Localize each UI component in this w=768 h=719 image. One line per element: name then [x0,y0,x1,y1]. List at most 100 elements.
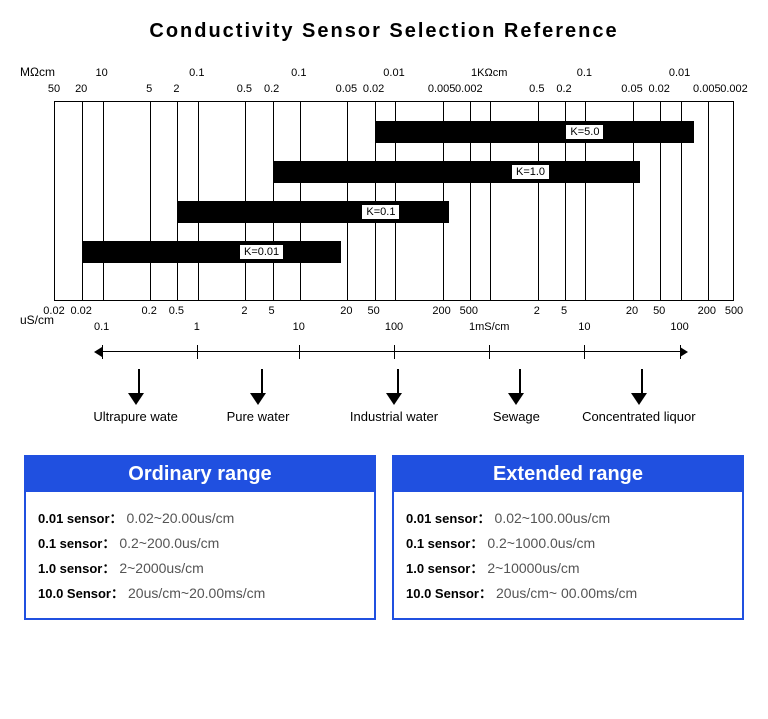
row-key: 0.1 sensor： [38,533,115,552]
axis-top-major: 100.10.10.011KΩcm0.10.01 [54,67,734,81]
row-key: 1.0 sensor： [406,558,483,577]
category-span-line [102,351,680,352]
range-bar: K=0.01 [82,241,340,263]
axis-tick-label: 20 [626,305,638,317]
page-title: Conductivity Sensor Selection Reference [18,20,750,43]
range-tables: Ordinary range 0.01 sensor：0.02~20.00us/… [24,455,744,620]
axis-tick-label: 200 [698,305,716,317]
gridline [82,102,83,300]
axis-tick-label: 2 [241,305,247,317]
table-row: 0.01 sensor：0.02~100.00us/cm [406,508,730,527]
axis-bottom-minor: 0.020.020.20.5252050200500252050200500 [54,305,734,319]
row-value: 2~10000us/cm [487,560,579,576]
row-value: 0.2~1000.0us/cm [487,535,595,551]
bottom-unit-label: uS/cm [20,313,54,327]
ordinary-range-table: Ordinary range 0.01 sensor：0.02~20.00us/… [24,455,376,620]
ordinary-range-body: 0.01 sensor：0.02~20.00us/cm0.1 sensor：0.… [26,492,374,618]
axis-tick-label: 2 [173,83,179,95]
axis-tick-label: 0.1 [291,67,306,79]
row-key: 0.01 sensor： [38,508,123,527]
row-value: 2~2000us/cm [119,560,203,576]
gridline [150,102,151,300]
category-tick [584,345,585,359]
axis-tick-label: 0.1 [189,67,204,79]
category-tick [489,345,490,359]
category-arrow [393,369,402,405]
row-value: 20us/cm~20.00ms/cm [128,585,265,601]
axis-tick-label: 20 [340,305,352,317]
category-arrow [257,369,266,405]
axis-tick-label: 0.2 [264,83,279,95]
category-label: Industrial water [350,409,438,424]
axis-tick-label: 5 [269,305,275,317]
extended-range-body: 0.01 sensor：0.02~100.00us/cm0.1 sensor：0… [394,492,742,618]
chart-area: MΩcm 100.10.10.011KΩcm0.10.01 5020520.50… [24,67,744,441]
category-tick [299,345,300,359]
axis-tick-label: 5 [146,83,152,95]
axis-tick-label: 20 [75,83,87,95]
axis-tick-label: 2 [534,305,540,317]
axis-tick-label: 0.002 [720,83,748,95]
axis-tick-label: 500 [725,305,743,317]
axis-tick-label: 100 [385,321,403,333]
axis-tick-label: 0.002 [455,83,483,95]
axis-tick-label: 0.005 [428,83,456,95]
axis-tick-label: 0.5 [169,305,184,317]
axis-tick-label: 50 [48,83,60,95]
range-bar: K=0.1 [177,201,449,223]
table-row: 1.0 sensor：2~10000us/cm [406,558,730,577]
extended-range-title: Extended range [394,457,742,492]
category-arrow [638,369,647,405]
axis-tick-label: 10 [95,67,107,79]
axis-tick-label: 0.02 [70,305,91,317]
table-row: 0.1 sensor：0.2~200.0us/cm [38,533,362,552]
axis-tick-label: 50 [367,305,379,317]
range-bar: K=1.0 [273,161,640,183]
category-tick [394,345,395,359]
range-bar-label: K=5.0 [565,124,604,140]
axis-tick-label: 0.05 [621,83,642,95]
row-key: 1.0 sensor： [38,558,115,577]
category-tick [102,345,103,359]
top-unit-label: MΩcm [20,65,55,79]
axis-tick-label: 0.01 [383,67,404,79]
range-bar-label: K=1.0 [511,164,550,180]
axis-tick-label: 200 [432,305,450,317]
table-row: 10.0 Sensor：20us/cm~ 00.00ms/cm [406,583,730,602]
chart-box: K=5.0 K=1.0 K=0.1 K=0.01 [54,101,734,301]
axis-tick-label: 0.2 [556,83,571,95]
axis-tick-label: 0.02 [648,83,669,95]
row-key: 0.1 sensor： [406,533,483,552]
row-key: 0.01 sensor： [406,508,491,527]
row-value: 0.2~200.0us/cm [119,535,219,551]
row-key: 10.0 Sensor： [38,583,124,602]
gridline [103,102,104,300]
category-label: Pure water [227,409,290,424]
extended-range-table: Extended range 0.01 sensor：0.02~100.00us… [392,455,744,620]
axis-top-minor: 5020520.50.20.050.020.0050.0020.50.20.05… [54,83,734,97]
category-area: Ultrapure wate Pure water Industrial water… [54,351,734,441]
axis-tick-label: 10 [578,321,590,333]
axis-tick-label: 0.02 [363,83,384,95]
category-arrow [135,369,144,405]
table-row: 1.0 sensor：2~2000us/cm [38,558,362,577]
row-value: 20us/cm~ 00.00ms/cm [496,585,637,601]
row-value: 0.02~100.00us/cm [495,510,611,526]
axis-tick-label: 1mS/cm [469,321,509,333]
category-tick [680,345,681,359]
ordinary-range-title: Ordinary range [26,457,374,492]
category-label: Sewage [493,409,540,424]
axis-tick-label: 1 [194,321,200,333]
span-arrow-right [680,347,688,357]
axis-tick-label: 0.5 [237,83,252,95]
span-arrow-left [94,347,102,357]
table-row: 10.0 Sensor：20us/cm~20.00ms/cm [38,583,362,602]
category-label: Ultrapure wate [93,409,178,424]
category-label: Concentrated liquor [582,409,695,424]
axis-tick-label: 0.5 [529,83,544,95]
axis-tick-label: 1KΩcm [471,67,507,79]
axis-tick-label: 500 [460,305,478,317]
category-tick [197,345,198,359]
axis-tick-label: 5 [561,305,567,317]
table-row: 0.01 sensor：0.02~20.00us/cm [38,508,362,527]
